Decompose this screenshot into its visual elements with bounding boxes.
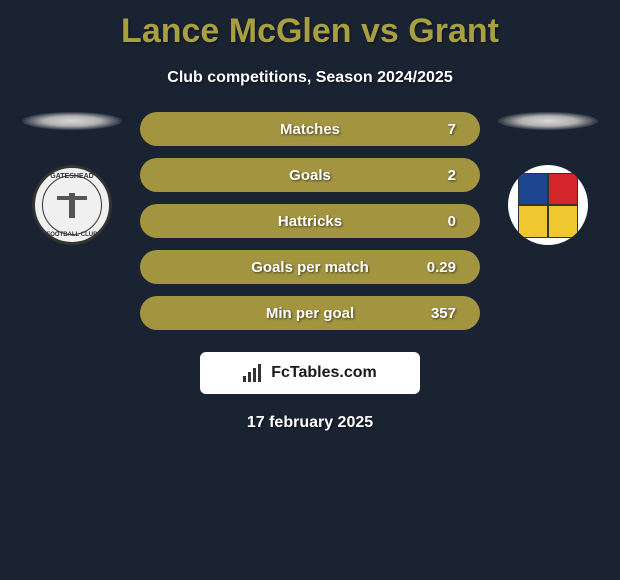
logo-text: FcTables.com bbox=[271, 364, 377, 382]
stat-value: 357 bbox=[431, 305, 456, 322]
stat-bar-matches: Matches 7 bbox=[140, 112, 480, 146]
right-player-column bbox=[498, 112, 598, 245]
badge-inner-circle bbox=[42, 175, 102, 235]
stat-value: 0 bbox=[448, 213, 456, 230]
date-text: 17 february 2025 bbox=[0, 414, 620, 432]
stat-value: 2 bbox=[448, 167, 456, 184]
stat-bar-min-per-goal: Min per goal 357 bbox=[140, 296, 480, 330]
player-shadow-right bbox=[498, 112, 598, 130]
stat-bar-goals: Goals 2 bbox=[140, 158, 480, 192]
angel-icon bbox=[57, 188, 87, 223]
stat-label: Goals bbox=[289, 167, 331, 184]
comparison-title: Lance McGlen vs Grant bbox=[0, 0, 620, 51]
club-badge-gateshead: GATESHEAD FOOTBALL CLUB bbox=[32, 165, 112, 245]
fctables-logo-box: FcTables.com bbox=[200, 352, 420, 394]
shield-icon bbox=[518, 173, 578, 238]
stat-bar-hattricks: Hattricks 0 bbox=[140, 204, 480, 238]
stats-column: Matches 7 Goals 2 Hattricks 0 Goals per … bbox=[140, 112, 480, 330]
main-content: GATESHEAD FOOTBALL CLUB Matches 7 Goals … bbox=[0, 112, 620, 330]
club-badge-wealdstone bbox=[508, 165, 588, 245]
stat-value: 7 bbox=[448, 121, 456, 138]
stat-bar-goals-per-match: Goals per match 0.29 bbox=[140, 250, 480, 284]
stat-value: 0.29 bbox=[427, 259, 456, 276]
player-shadow-left bbox=[22, 112, 122, 130]
season-subtitle: Club competitions, Season 2024/2025 bbox=[0, 69, 620, 87]
chart-icon bbox=[243, 364, 265, 382]
stat-label: Min per goal bbox=[266, 305, 354, 322]
badge-text-bottom: FOOTBALL CLUB bbox=[47, 232, 98, 238]
stat-label: Matches bbox=[280, 121, 340, 138]
stat-label: Goals per match bbox=[251, 259, 369, 276]
stat-label: Hattricks bbox=[278, 213, 342, 230]
left-player-column: GATESHEAD FOOTBALL CLUB bbox=[22, 112, 122, 245]
